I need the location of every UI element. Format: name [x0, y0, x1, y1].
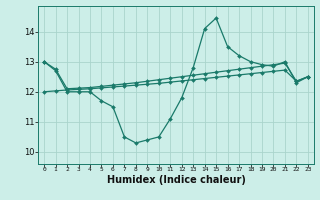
X-axis label: Humidex (Indice chaleur): Humidex (Indice chaleur): [107, 175, 245, 185]
